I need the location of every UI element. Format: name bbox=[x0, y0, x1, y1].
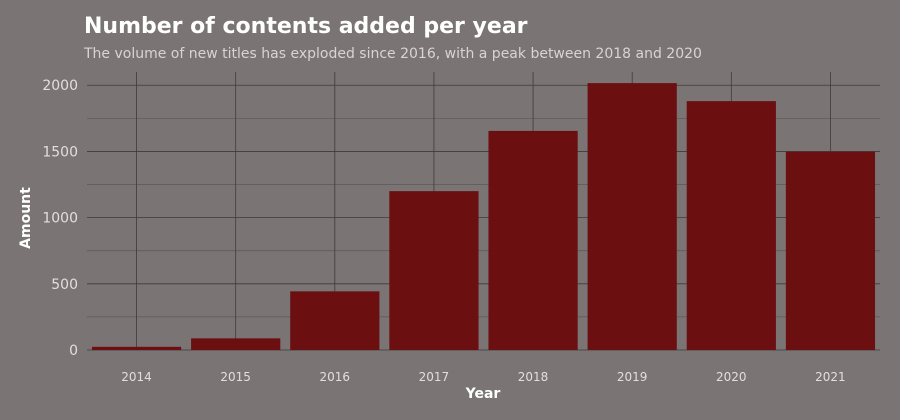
x-tick-label: 2017 bbox=[419, 370, 450, 384]
x-axis-title: Year bbox=[465, 386, 501, 402]
bar-2021 bbox=[785, 151, 876, 350]
x-tick-label: 2019 bbox=[617, 370, 648, 384]
x-tick-label: 2020 bbox=[716, 370, 747, 384]
x-tick-label: 2021 bbox=[815, 370, 846, 384]
x-tick-label: 2015 bbox=[220, 370, 251, 384]
y-tick-label: 0 bbox=[69, 343, 78, 359]
y-axis-title: Amount bbox=[18, 187, 34, 249]
bar-2019 bbox=[587, 83, 677, 351]
bar-2018 bbox=[488, 130, 578, 350]
y-tick-label: 2000 bbox=[42, 78, 78, 94]
bars bbox=[91, 83, 876, 351]
bar-2014 bbox=[91, 346, 182, 350]
x-tick-label: 2018 bbox=[518, 370, 549, 384]
bar-2016 bbox=[290, 291, 380, 350]
chart-subtitle: The volume of new titles has exploded si… bbox=[84, 46, 702, 62]
y-tick-labels: 0 500 1000 1500 2000 bbox=[42, 78, 78, 359]
y-tick-label: 500 bbox=[51, 277, 78, 293]
y-tick-label: 1000 bbox=[42, 211, 78, 227]
y-tick-label: 1500 bbox=[42, 144, 78, 160]
bar-2020 bbox=[686, 101, 776, 350]
chart-title: Number of contents added per year bbox=[84, 14, 528, 39]
x-tick-label: 2016 bbox=[320, 370, 351, 384]
bar-2017 bbox=[389, 191, 479, 350]
x-tick-labels: 2014 2015 2016 2017 2018 2019 2020 2021 bbox=[121, 370, 845, 384]
bar-2015 bbox=[191, 338, 281, 350]
x-tick-label: 2014 bbox=[121, 370, 152, 384]
